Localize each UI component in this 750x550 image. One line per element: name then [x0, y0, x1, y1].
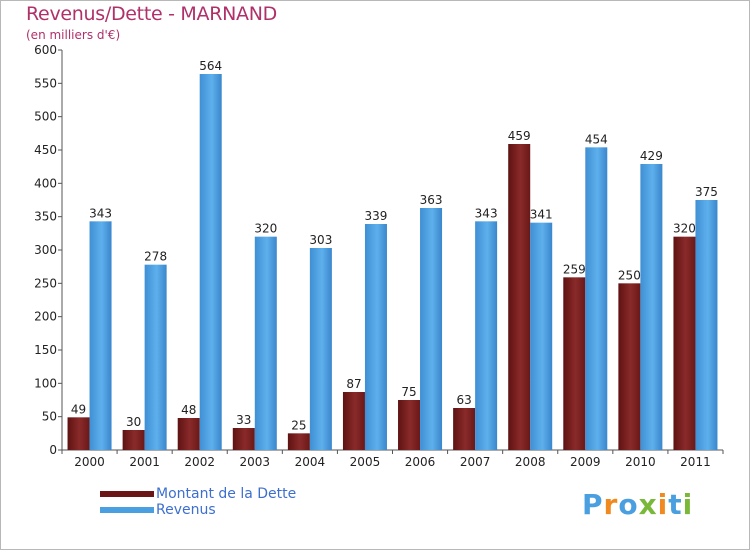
y-tick-label: 100	[34, 376, 57, 390]
bars-layer	[67, 74, 718, 451]
x-tick-label: 2008	[515, 455, 546, 469]
value-label-debt: 63	[456, 393, 471, 407]
value-label-debt: 33	[236, 413, 251, 427]
value-label-revenue: 343	[475, 206, 498, 220]
y-tick-label: 350	[34, 210, 57, 224]
legend: Montant de la Dette Revenus	[100, 486, 296, 518]
bar-debt	[618, 283, 641, 450]
bar-debt	[67, 417, 90, 450]
x-tick-label: 2003	[240, 455, 271, 469]
value-label-revenue: 363	[420, 193, 443, 207]
bar-debt	[122, 430, 145, 450]
labels-layer: 49 343 30 278 48 564 33 320 25 303 87 339 75 363 63 343…	[71, 59, 718, 432]
value-label-debt: 459	[508, 129, 531, 143]
bar-revenue	[420, 208, 443, 450]
bar-revenue	[585, 147, 608, 451]
value-label-revenue: 564	[199, 59, 222, 73]
value-label-debt: 30	[126, 415, 141, 429]
value-label-debt: 48	[181, 403, 196, 417]
value-label-debt: 250	[618, 268, 641, 282]
bar-revenue	[695, 200, 718, 450]
bar-revenue	[309, 248, 332, 450]
value-label-revenue: 320	[254, 222, 277, 236]
value-label-revenue: 375	[695, 185, 718, 199]
bar-revenue	[254, 236, 277, 450]
value-label-revenue: 278	[144, 250, 167, 264]
y-tick-label: 200	[34, 310, 57, 324]
bar-debt	[287, 433, 310, 450]
legend-item-debt: Montant de la Dette	[100, 486, 296, 502]
bar-debt	[177, 418, 200, 450]
bar-debt	[508, 144, 531, 450]
chart-subtitle: (en milliers d'€)	[26, 28, 121, 42]
bar-debt	[342, 392, 365, 450]
value-label-revenue: 339	[365, 209, 388, 223]
x-tick-label: 2011	[680, 455, 711, 469]
y-tick-label: 550	[34, 76, 57, 90]
y-tick-label: 0	[49, 443, 57, 457]
bar-revenue	[144, 264, 167, 450]
x-tick-label: 2007	[460, 455, 491, 469]
value-label-debt: 49	[71, 402, 86, 416]
x-tick-label: 2004	[295, 455, 326, 469]
value-label-debt: 87	[346, 377, 361, 391]
value-label-debt: 259	[563, 262, 586, 276]
bar-revenue	[530, 222, 553, 450]
x-tick-label: 2009	[570, 455, 601, 469]
bar-debt	[563, 277, 586, 450]
chart-title: Revenus/Dette - MARNAND	[26, 3, 277, 25]
bar-debt	[453, 408, 476, 450]
x-tick-label: 2000	[74, 455, 105, 469]
y-tick-label: 400	[34, 176, 57, 190]
bar-debt	[232, 428, 255, 450]
x-tick-label: 2006	[405, 455, 436, 469]
y-tick-label: 600	[34, 43, 57, 57]
legend-label-debt: Montant de la Dette	[156, 486, 297, 502]
y-tick-label: 50	[42, 410, 57, 424]
x-tick-label: 2005	[350, 455, 381, 469]
y-tick-label: 450	[34, 143, 57, 157]
y-tick-label: 500	[34, 110, 57, 124]
x-tick-label: 2010	[625, 455, 656, 469]
legend-item-revenue: Revenus	[100, 502, 296, 518]
y-tick-label: 250	[34, 276, 57, 290]
y-tick-label: 150	[34, 343, 57, 357]
legend-swatch-revenue	[100, 507, 154, 513]
value-label-debt: 75	[401, 385, 416, 399]
value-label-revenue: 341	[530, 208, 553, 222]
bar-revenue	[89, 221, 112, 450]
y-tick-label: 300	[34, 243, 57, 257]
value-label-revenue: 429	[640, 149, 663, 163]
value-label-revenue: 303	[309, 233, 332, 247]
legend-swatch-debt	[100, 491, 154, 497]
bar-revenue	[640, 164, 663, 450]
bar-debt	[673, 236, 696, 450]
bar-revenue	[475, 221, 498, 450]
legend-label-revenue: Revenus	[156, 502, 216, 518]
value-label-revenue: 343	[89, 206, 112, 220]
axis-layer: 0 50 100 150 200 250 300 350 400 450 500 550 600 2000…	[34, 43, 724, 469]
proxiti-logo: Proxiti	[582, 488, 694, 521]
bar-revenue	[364, 224, 387, 450]
value-label-debt: 25	[291, 418, 306, 432]
value-label-revenue: 454	[585, 132, 608, 146]
x-tick-label: 2001	[129, 455, 160, 469]
bar-revenue	[199, 74, 222, 450]
bar-debt	[398, 400, 421, 450]
x-tick-label: 2002	[184, 455, 215, 469]
value-label-debt: 320	[673, 222, 696, 236]
